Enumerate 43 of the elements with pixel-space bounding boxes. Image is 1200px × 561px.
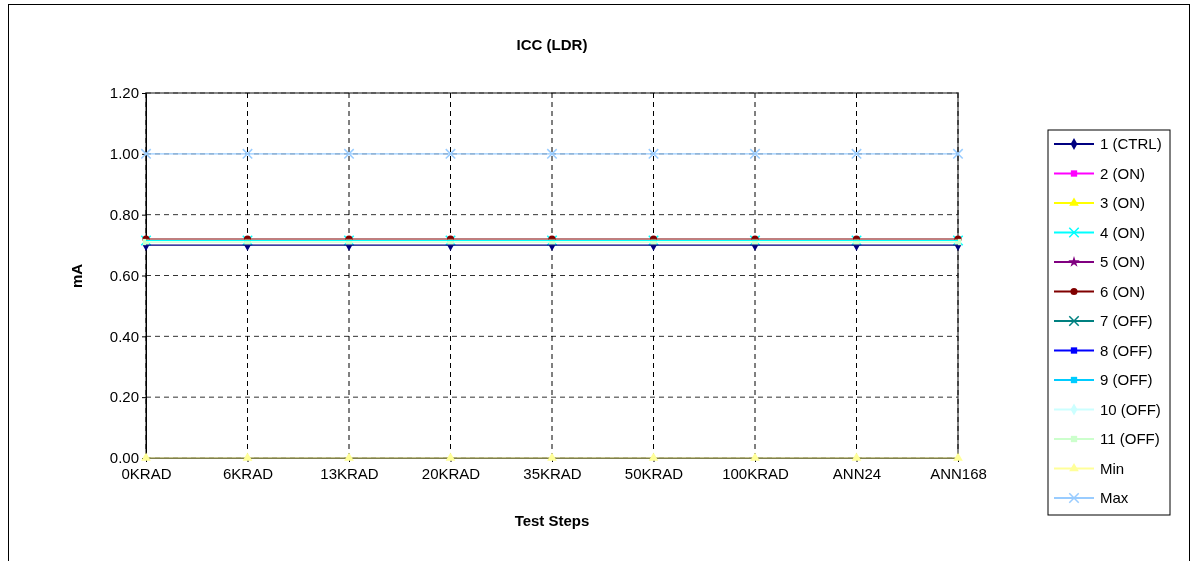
y-axis-title: mA — [68, 263, 85, 289]
x-tick-label: 35KRAD — [523, 464, 582, 482]
x-tick-label: ANN24 — [832, 464, 882, 482]
legend-label: 9 (OFF) — [1100, 371, 1153, 388]
point — [952, 148, 964, 160]
legend-label: 11 (OFF) — [1100, 430, 1160, 447]
legend-label: 1 (CTRL) — [1100, 135, 1162, 152]
y-tick-label: 0.80 — [109, 205, 139, 223]
legend-label: 10 (OFF) — [1100, 400, 1161, 418]
point — [343, 148, 355, 160]
point — [445, 148, 456, 160]
x-tick-label: 100KRAD — [722, 464, 790, 482]
x-tick-label: ANN168 — [930, 464, 987, 482]
point — [749, 148, 761, 160]
x-tick-label: 20KRAD — [421, 464, 481, 482]
y-tick-label: 0.00 — [109, 449, 139, 467]
y-tick-label: 0.40 — [109, 327, 139, 345]
y-tick-label: 0.60 — [109, 266, 139, 284]
legend-label: Max — [1100, 489, 1129, 506]
x-tick-label: 50KRAD — [624, 464, 684, 482]
legend-label: 8 (OFF) — [1100, 341, 1153, 359]
point — [242, 148, 253, 160]
legend-label: 2 (ON) — [1100, 164, 1145, 182]
x-tick-label: 13KRAD — [320, 464, 379, 482]
legend-label: 4 (ON) — [1100, 223, 1145, 241]
point — [140, 148, 152, 160]
y-tick-label: 1.20 — [109, 84, 139, 102]
point — [141, 452, 151, 461]
legend-label: 3 (ON) — [1100, 194, 1145, 211]
x-tick-label: 0KRAD — [121, 464, 172, 482]
point — [851, 148, 862, 160]
x-axis-title: Test Steps — [514, 512, 590, 529]
legend-label: 7 (OFF) — [1100, 312, 1153, 329]
point — [953, 452, 963, 461]
x-tick-label: 6KRAD — [222, 464, 274, 482]
legend-label: 5 (ON) — [1100, 253, 1145, 270]
point — [546, 148, 558, 160]
point — [648, 148, 659, 160]
legend-label: Min — [1100, 459, 1125, 477]
chart-title: ICC (LDR) — [516, 36, 588, 53]
y-tick-label: 0.20 — [109, 388, 139, 406]
legend-label: 6 (ON) — [1100, 282, 1145, 300]
y-tick-label: 1.00 — [109, 145, 139, 163]
